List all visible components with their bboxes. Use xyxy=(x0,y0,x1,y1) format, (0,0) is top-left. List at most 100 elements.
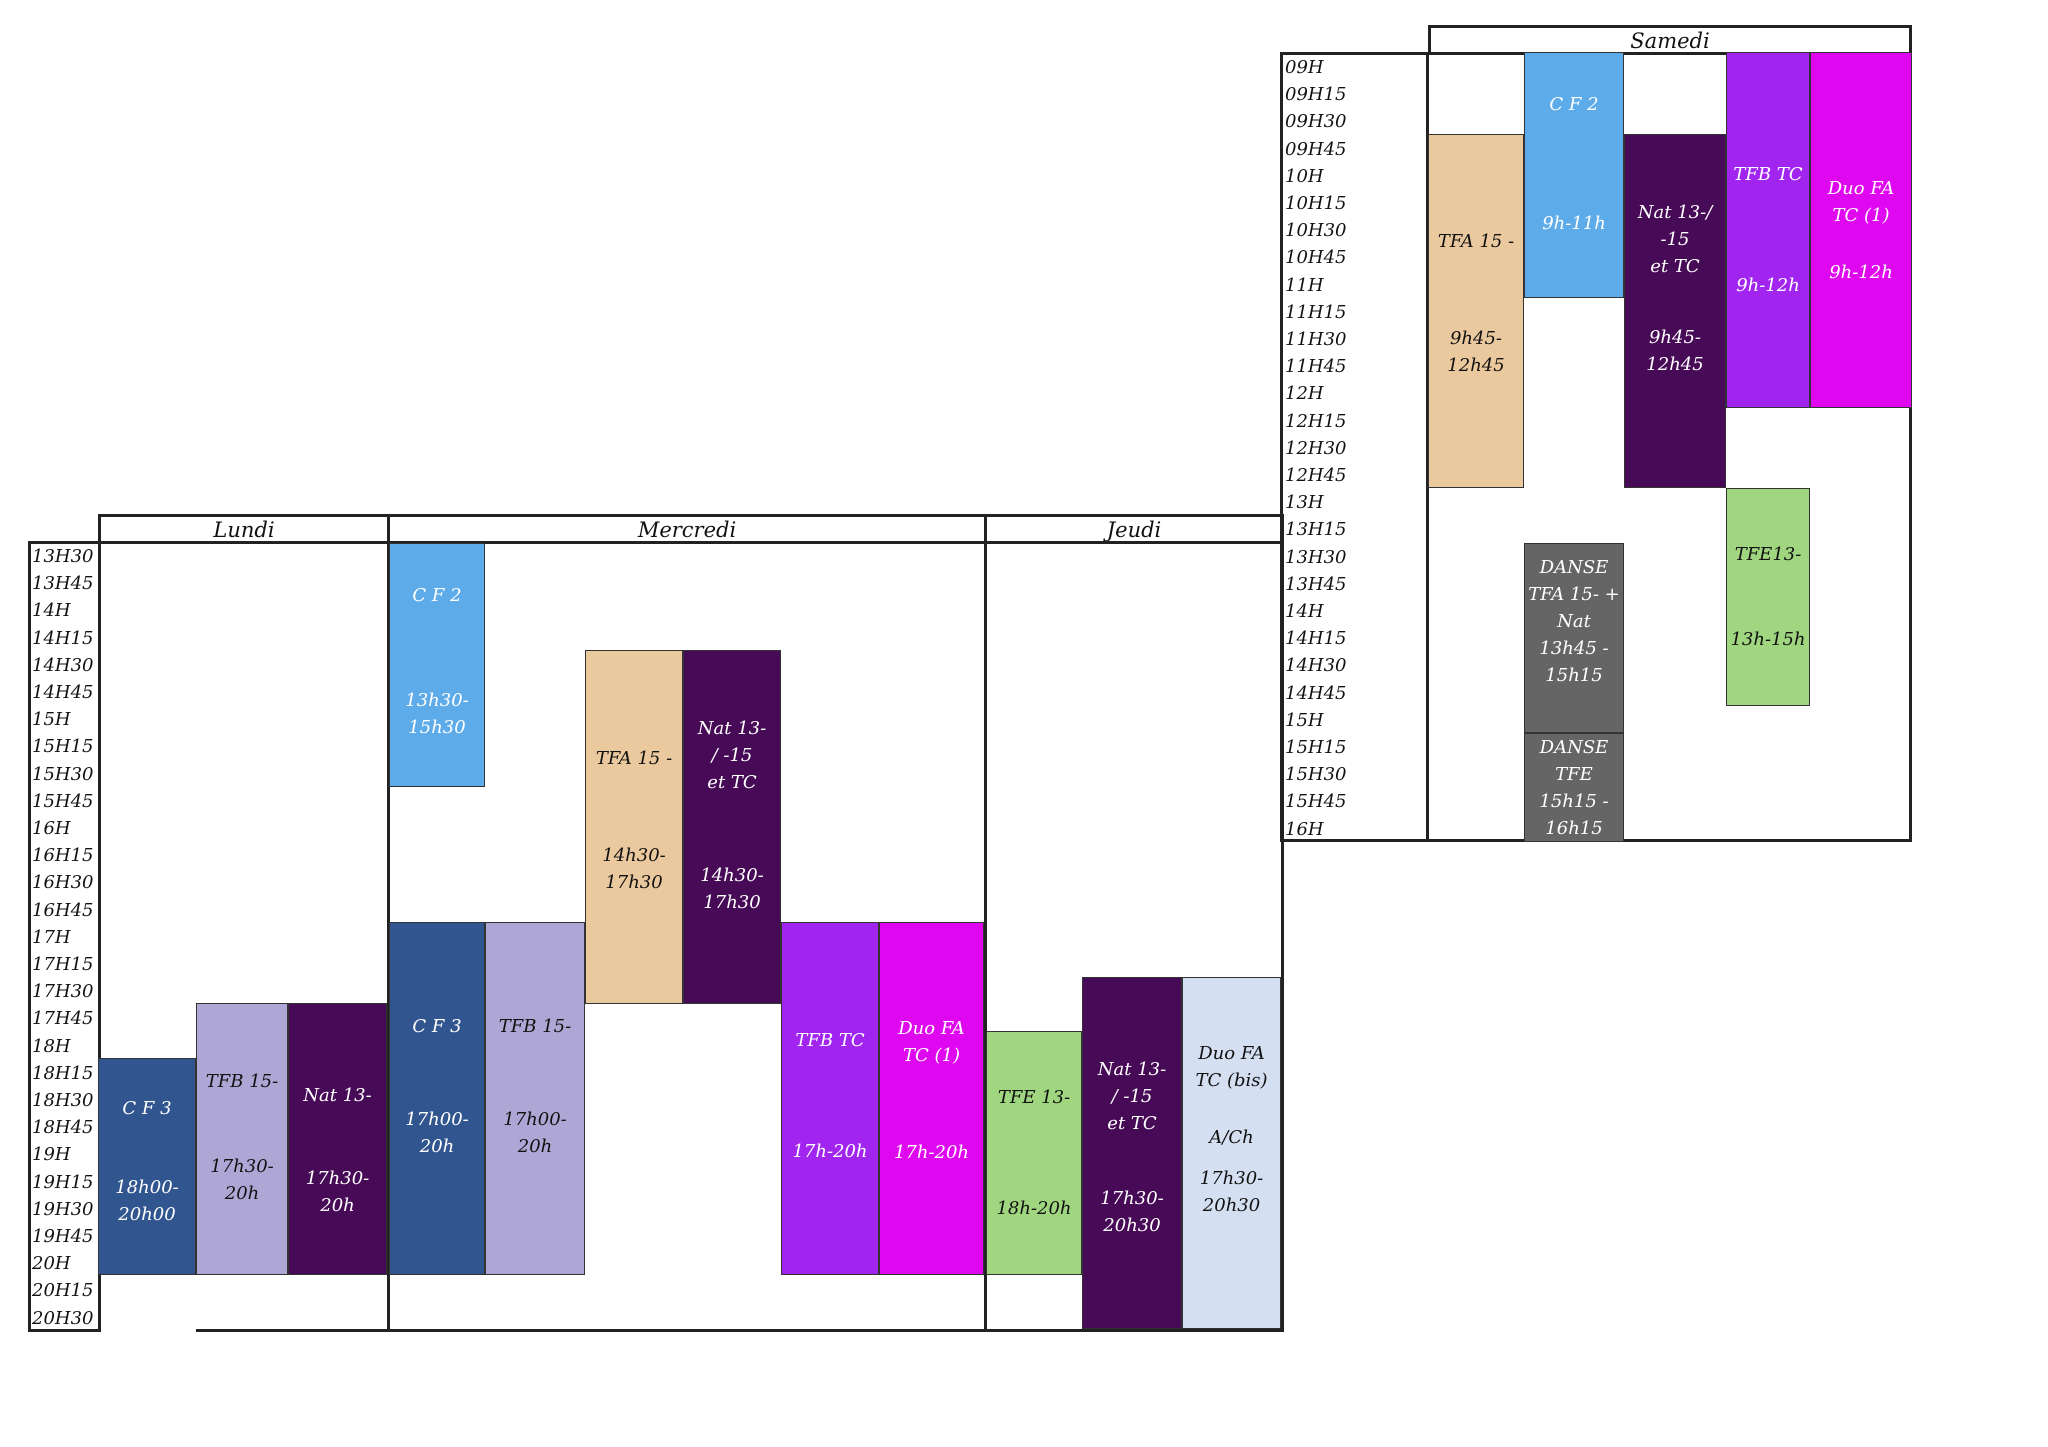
block-time: 17h30- 20h xyxy=(305,1168,370,1216)
block-name: C F 3 xyxy=(412,1016,462,1037)
block-name: TFB 15- xyxy=(205,1071,279,1092)
block-time: 13h-15h xyxy=(1730,629,1806,650)
lundi-header: Lundi xyxy=(98,514,390,544)
time-slot-label: 14H45 xyxy=(1285,682,1347,704)
time-slot-label: 11H45 xyxy=(1285,356,1347,378)
time-slot-label: 09H30 xyxy=(1285,111,1347,133)
jeudi-day-label: Jeudi xyxy=(1106,518,1162,542)
time-slot-label: 16H15 xyxy=(32,845,94,867)
time-slot-label: 18H30 xyxy=(32,1090,94,1111)
block-time: 18h00- 20h00 xyxy=(115,1177,179,1225)
time-slot-label: 14H15 xyxy=(1285,628,1347,650)
time-slot-label: 17H15 xyxy=(32,954,94,975)
time-slot-label: 13H15 xyxy=(1285,519,1347,541)
samedi-header: Samedi xyxy=(1428,25,1912,55)
block-time: 17h-20h xyxy=(893,1142,970,1163)
time-slot-label: 10H15 xyxy=(1285,193,1347,214)
mercredi-header: Mercredi xyxy=(387,514,987,544)
samedi-block-danse-1: DANSE TFA 15- + Nat 13h45 - 15h15 xyxy=(1524,543,1624,733)
time-slot-label: 10H30 xyxy=(1285,220,1347,242)
time-slot-label: 15H30 xyxy=(1285,764,1347,786)
time-slot-label: 16H30 xyxy=(32,872,94,894)
mercredi-block-cf2: C F 2 13h30- 15h30 xyxy=(389,543,485,787)
time-slot-label: 09H45 xyxy=(1285,138,1347,160)
block-name: Duo FA TC (1) xyxy=(1827,178,1895,226)
time-slot-label: 16H xyxy=(32,818,71,839)
time-slot-label: 15H45 xyxy=(1285,791,1347,813)
block-name: DANSE TFA 15- + Nat xyxy=(1528,557,1620,632)
jeudi-block-nat: Nat 13- / -15 et TC 17h30- 20h30 xyxy=(1082,977,1182,1329)
time-slot-label: 19H15 xyxy=(32,1171,94,1193)
samedi-block-tfb-tc: TFB TC 9h-12h xyxy=(1726,52,1810,408)
block-name: TFE 13- xyxy=(997,1087,1071,1108)
lundi-block-cf3: C F 3 18h00- 20h00 xyxy=(98,1058,196,1275)
block-name: DANSE TFE xyxy=(1539,737,1609,785)
week-bottom-line xyxy=(196,1329,1284,1332)
time-slot-label: 18H45 xyxy=(32,1117,94,1139)
mercredi-day-label: Mercredi xyxy=(637,518,737,542)
lundi-right-line xyxy=(387,541,390,1332)
time-slot-label: 14H30 xyxy=(1285,655,1347,677)
time-slot-label: 14H xyxy=(32,600,71,622)
time-slot-label: 09H xyxy=(1285,57,1324,78)
time-slot-label: 17H xyxy=(32,926,71,948)
time-slot-label: 16H xyxy=(1285,818,1324,840)
block-name: TFA 15 - xyxy=(595,748,673,769)
time-slot-label: 14H30 xyxy=(32,654,94,676)
time-slot-label: 12H xyxy=(1285,383,1324,405)
time-slot-label: 10H45 xyxy=(1285,247,1347,269)
block-time: 13h30- 15h30 xyxy=(405,690,469,738)
jeudi-right-line xyxy=(1281,541,1284,1332)
mercredi-block-tfb-tc: TFB TC 17h-20h xyxy=(781,922,879,1275)
block-time: 14h30- 17h30 xyxy=(602,845,666,893)
time-slot-label: 15H45 xyxy=(32,790,94,812)
time-slot-label: 14H xyxy=(1285,601,1324,622)
block-name: C F 2 xyxy=(1549,94,1599,115)
block-name: Nat 13- / -15 et TC xyxy=(697,718,767,793)
time-slot-label: 19H45 xyxy=(32,1226,94,1247)
block-time: 18h-20h xyxy=(996,1198,1072,1219)
jeudi-block-duo-fa: Duo FA TC (bis) A/Ch 17h30- 20h30 xyxy=(1182,977,1281,1329)
jeudi-block-tfe13: TFE 13- 18h-20h xyxy=(986,1031,1082,1275)
week-time-frame xyxy=(28,541,101,1332)
time-slot-label: 15H xyxy=(1285,709,1324,731)
time-slot-label: 20H15 xyxy=(32,1280,94,1302)
time-slot-label: 15H30 xyxy=(32,763,94,785)
block-time: 17h00- 20h xyxy=(503,1109,567,1157)
mercredi-block-duo-fa: Duo FA TC (1) 17h-20h xyxy=(879,922,984,1275)
time-slot-label: 14H15 xyxy=(32,627,94,649)
block-name: TFB TC xyxy=(795,1030,865,1051)
block-time: 9h-12h xyxy=(1736,275,1800,296)
block-time: 9h-11h xyxy=(1542,213,1606,234)
block-time: 17h-20h xyxy=(792,1141,868,1162)
block-time: 17h00- 20h xyxy=(405,1109,469,1157)
block-time: 9h45- 12h45 xyxy=(1646,327,1704,375)
block-time: 17h30- 20h30 xyxy=(1100,1188,1164,1236)
block-time: 15h15 - 16h15 xyxy=(1539,791,1609,839)
block-name: C F 3 xyxy=(122,1098,172,1119)
block-time: 14h30- 17h30 xyxy=(700,865,764,913)
samedi-block-cf2: C F 2 9h-11h xyxy=(1524,52,1624,298)
block-name: TFA 15 - xyxy=(1437,231,1515,252)
samedi-time-divider xyxy=(1426,52,1429,842)
week-top-line xyxy=(98,541,1284,544)
block-name: Nat 13- xyxy=(303,1085,372,1106)
time-slot-label: 11H15 xyxy=(1285,301,1347,323)
jeudi-header: Jeudi xyxy=(984,514,1284,544)
time-slot-label: 19H30 xyxy=(32,1198,94,1220)
lundi-block-tfb15: TFB 15- 17h30- 20h xyxy=(196,1003,288,1275)
time-slot-label: 11H30 xyxy=(1285,329,1347,350)
block-time: 9h45- 12h45 xyxy=(1447,328,1505,376)
time-slot-label: 11H xyxy=(1285,274,1324,296)
block-time: 13h45 - 15h15 xyxy=(1539,638,1609,686)
time-slot-label: 10H xyxy=(1285,165,1324,187)
time-slot-label: 13H45 xyxy=(1285,573,1347,595)
time-slot-label: 20H xyxy=(32,1253,71,1275)
time-slot-label: 14H45 xyxy=(32,682,94,703)
time-slot-label: 18H xyxy=(32,1035,71,1057)
lundi-block-nat13: Nat 13- 17h30- 20h xyxy=(288,1003,387,1275)
samedi-block-nat: Nat 13-/ -15 et TC 9h45- 12h45 xyxy=(1624,134,1726,488)
time-slot-label: 13H45 xyxy=(32,573,94,595)
block-time: 17h30- 20h30 xyxy=(1199,1168,1264,1216)
block-name: Duo FA TC (bis) xyxy=(1195,1043,1268,1091)
